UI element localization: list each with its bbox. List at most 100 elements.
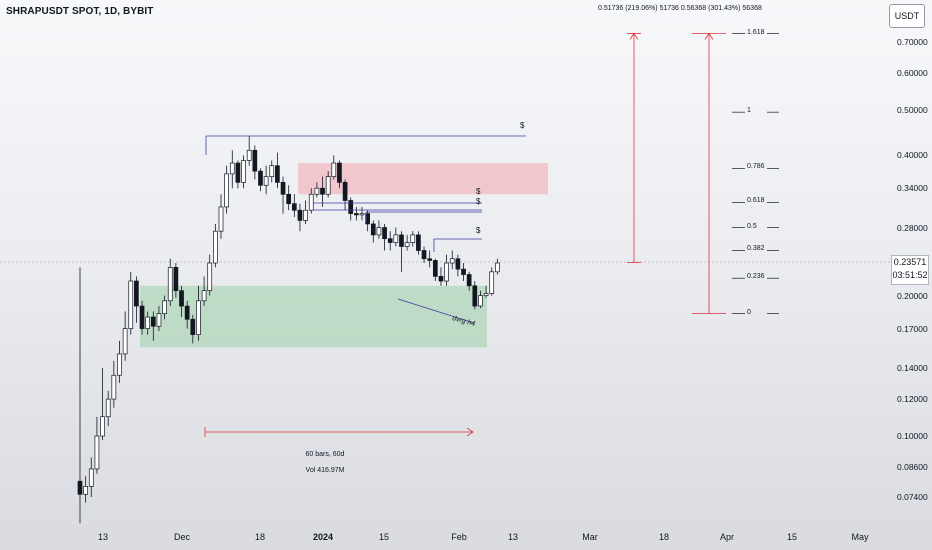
candle-body xyxy=(139,305,145,329)
candle-body xyxy=(410,234,416,243)
price-tick: 0.17000 xyxy=(897,323,928,334)
candle xyxy=(280,176,286,214)
candle xyxy=(399,231,404,272)
candle-body xyxy=(246,149,252,161)
candle-body xyxy=(308,193,314,211)
candle-body xyxy=(173,267,179,292)
price-range-arrow-2 xyxy=(704,32,714,40)
fib-label: 0.786 xyxy=(747,163,765,171)
candle-body xyxy=(145,316,151,329)
candle-body xyxy=(382,227,387,240)
candle-body xyxy=(179,290,184,307)
divergence-line xyxy=(397,298,475,324)
candle xyxy=(196,285,201,341)
price-range-arrow-1 xyxy=(629,32,639,40)
candle-body xyxy=(275,165,280,183)
time-tick: 18 xyxy=(658,532,670,542)
candle-body xyxy=(184,305,190,320)
candle-body xyxy=(224,173,229,208)
candle xyxy=(258,168,263,192)
candle-body xyxy=(201,290,207,302)
price-tick: 0.10000 xyxy=(897,431,928,442)
price-tick: 0.14000 xyxy=(897,362,928,373)
candle-body xyxy=(94,435,100,470)
candle-body xyxy=(444,262,449,282)
candle-body xyxy=(427,258,433,261)
candle-body xyxy=(128,280,134,329)
candle xyxy=(235,160,241,189)
candles xyxy=(77,136,500,524)
candle-body xyxy=(156,313,162,327)
candle-body xyxy=(83,485,88,495)
candle xyxy=(122,311,128,361)
candle xyxy=(376,220,382,239)
candle-body xyxy=(241,160,246,183)
candle-body xyxy=(252,149,258,172)
candle-body xyxy=(167,267,173,302)
candle xyxy=(229,150,235,189)
time-tick: Apr xyxy=(719,532,735,542)
candle-body xyxy=(280,182,286,195)
candle-body xyxy=(478,295,483,307)
candle xyxy=(308,188,314,214)
candle-body xyxy=(438,276,444,282)
candle xyxy=(455,254,461,277)
time-tick: 2024 xyxy=(312,532,334,542)
candle xyxy=(438,267,444,286)
fib-label: 0 xyxy=(747,308,751,316)
candle-body xyxy=(190,318,196,335)
level-mark: $ xyxy=(476,197,481,206)
candle xyxy=(348,197,354,221)
fib-label: 0.618 xyxy=(747,197,765,205)
candle xyxy=(218,194,224,239)
candle xyxy=(472,281,478,310)
candle xyxy=(404,234,410,251)
candle xyxy=(297,203,303,232)
current-price: 0.23571 xyxy=(893,257,927,267)
candle-body xyxy=(495,262,500,273)
candle xyxy=(263,165,269,195)
candle xyxy=(444,254,449,286)
price-tick: 0.50000 xyxy=(897,105,928,116)
candle xyxy=(83,476,88,503)
candle-body xyxy=(196,300,201,335)
candle-body xyxy=(354,213,359,216)
currency-button[interactable]: USDT xyxy=(889,4,925,28)
candle-body xyxy=(416,234,421,251)
candle xyxy=(461,263,466,282)
candle xyxy=(495,258,500,275)
candle xyxy=(337,160,342,189)
candle-body xyxy=(100,416,105,437)
candle xyxy=(303,200,308,224)
level-mark: $ xyxy=(520,121,525,130)
candle xyxy=(224,165,229,214)
candle-body xyxy=(320,187,325,195)
candle xyxy=(167,258,173,307)
current-price-tag: 0.23571 03:51:52 xyxy=(891,255,929,285)
candle-body xyxy=(472,285,478,307)
candle xyxy=(184,300,190,329)
candle-body xyxy=(162,300,167,315)
candle xyxy=(483,285,489,298)
time-tick: 13 xyxy=(97,532,109,542)
candle xyxy=(410,231,416,247)
candle xyxy=(128,271,134,335)
candle-body xyxy=(150,316,156,327)
candle-body xyxy=(342,182,348,201)
candle-body xyxy=(404,242,410,247)
candle-body xyxy=(286,193,292,205)
candle xyxy=(139,300,145,335)
time-tick: 18 xyxy=(254,532,266,542)
candle-body xyxy=(207,262,213,292)
candle-body xyxy=(337,162,342,183)
price-tick: 0.34000 xyxy=(897,183,928,194)
candle xyxy=(105,390,111,427)
demand-zone xyxy=(140,285,487,348)
candle-body xyxy=(387,238,393,243)
candle xyxy=(150,311,156,341)
candle xyxy=(252,145,258,180)
candle xyxy=(88,457,94,497)
candle-body xyxy=(122,328,128,355)
range-volume-label: Vol 416.97M xyxy=(305,467,345,474)
